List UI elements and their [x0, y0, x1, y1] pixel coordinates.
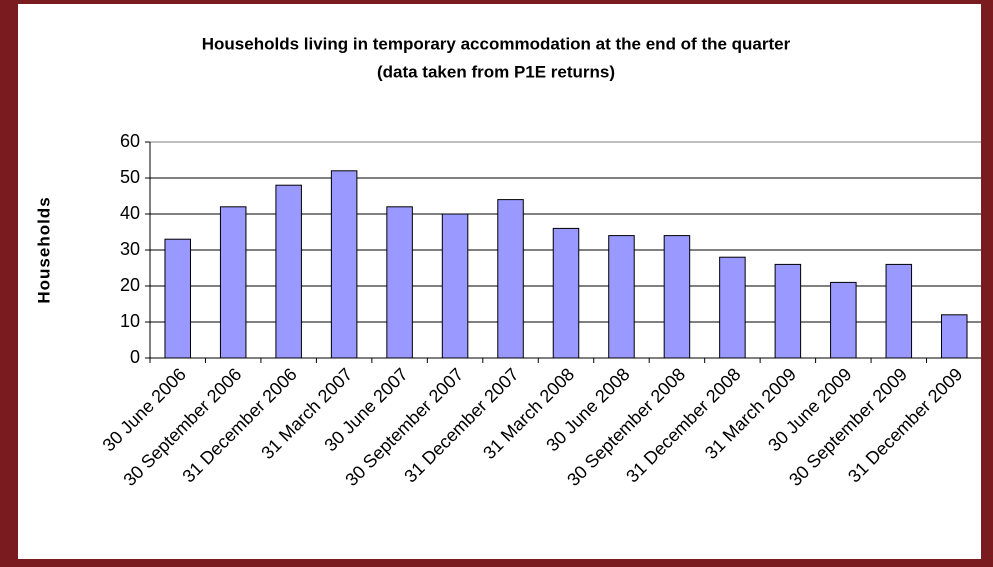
- bar: [497, 199, 524, 359]
- bar: [552, 227, 580, 359]
- bar: [885, 263, 913, 359]
- y-tick-label: 30: [120, 239, 140, 259]
- y-tick-label: 10: [120, 311, 140, 331]
- y-tick-label: 40: [120, 203, 140, 223]
- bar: [663, 235, 691, 359]
- bar: [330, 170, 358, 359]
- bar: [830, 281, 857, 359]
- bar: [164, 238, 191, 359]
- y-tick-label: 60: [120, 131, 140, 151]
- bar: [719, 256, 746, 359]
- chart-title: Households living in temporary accommoda…: [202, 34, 791, 53]
- bar: [219, 206, 247, 359]
- chart-subtitle: (data taken from P1E returns): [377, 62, 615, 81]
- y-tick-label: 0: [130, 347, 140, 367]
- y-tick-label: 20: [120, 275, 140, 295]
- bar: [386, 206, 413, 359]
- y-tick-label: 50: [120, 167, 140, 187]
- bar: [275, 184, 302, 359]
- bar: [608, 235, 635, 359]
- bar: [774, 263, 802, 359]
- bar: [441, 213, 469, 359]
- chart: Households living in temporary accommoda…: [18, 4, 981, 559]
- bar: [941, 314, 968, 359]
- y-axis-label: Households: [34, 196, 53, 303]
